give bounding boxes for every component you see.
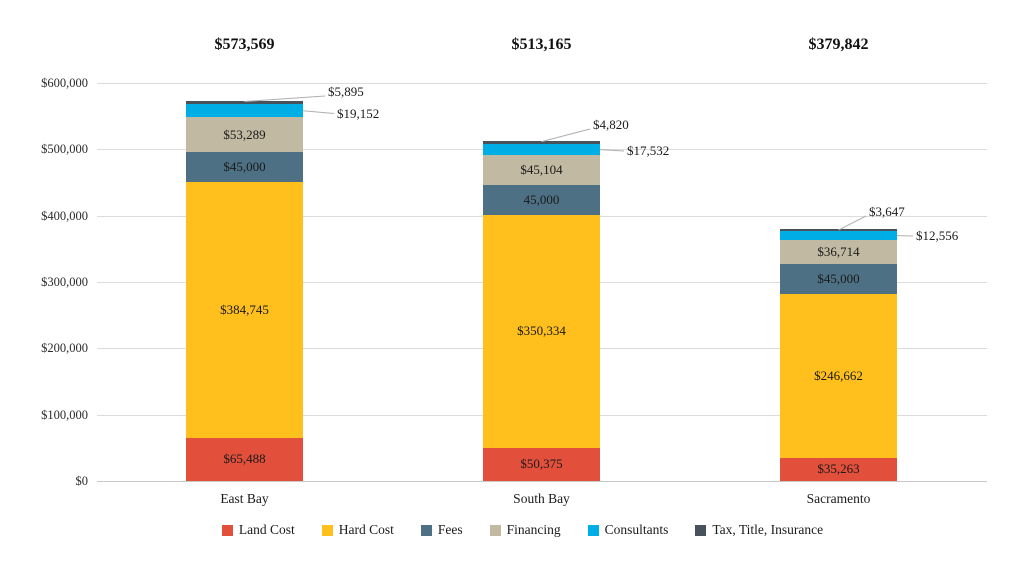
callout-value-label: $5,895 bbox=[328, 84, 364, 99]
legend-item: Hard Cost bbox=[321, 522, 394, 538]
y-axis-tick-label: $200,000 bbox=[41, 341, 88, 356]
bar-segment bbox=[483, 143, 600, 156]
y-axis-tick-label: $100,000 bbox=[41, 407, 88, 422]
segment-value-label: $246,662 bbox=[814, 367, 863, 383]
legend-item: Financing bbox=[489, 522, 561, 538]
segment-value-label: $36,714 bbox=[817, 243, 860, 259]
bar-segment: $35,263 bbox=[780, 457, 897, 481]
legend-label: Hard Cost bbox=[338, 522, 394, 537]
legend-swatch-icon bbox=[587, 524, 599, 536]
bar-segment bbox=[186, 100, 303, 105]
category-label: Sacramento bbox=[806, 491, 871, 506]
segment-value-label: $53,289 bbox=[223, 126, 266, 142]
legend-swatch-icon bbox=[695, 524, 707, 536]
bar-total-label: $379,842 bbox=[808, 36, 869, 53]
legend-swatch-icon bbox=[221, 524, 233, 536]
bar-segment: $36,714 bbox=[780, 239, 897, 265]
legend-item: Land Cost bbox=[221, 522, 295, 538]
bar-segment: $45,000 bbox=[780, 264, 897, 294]
y-axis-tick-label: $500,000 bbox=[41, 142, 88, 157]
legend-item: Fees bbox=[420, 522, 463, 538]
bar-segment: $53,289 bbox=[186, 117, 303, 153]
segment-value-label: $50,375 bbox=[520, 456, 563, 472]
callout-value-label: $17,532 bbox=[627, 143, 670, 158]
segment-value-label: $384,745 bbox=[220, 301, 269, 317]
bar-total-label: $513,165 bbox=[511, 36, 572, 53]
segment-value-label: $45,000 bbox=[817, 271, 860, 287]
legend-item: Tax, Title, Insurance bbox=[695, 522, 823, 538]
bar-segment: $45,000 bbox=[186, 152, 303, 183]
leader-line bbox=[838, 215, 867, 231]
bar-segment bbox=[780, 229, 897, 232]
legend-swatch-icon bbox=[489, 524, 501, 536]
category-label: East Bay bbox=[220, 491, 269, 506]
bar-segment: $45,104 bbox=[483, 155, 600, 186]
category-label: South Bay bbox=[513, 491, 570, 506]
legend-swatch-icon bbox=[321, 524, 333, 536]
bar-segment: $50,375 bbox=[483, 447, 600, 481]
leader-line bbox=[302, 110, 335, 114]
callout-value-label: $12,556 bbox=[916, 228, 959, 243]
callout-value-label: $19,152 bbox=[337, 105, 380, 121]
segment-value-label: 45,000 bbox=[523, 192, 560, 208]
y-axis-tick-label: $600,000 bbox=[41, 76, 88, 90]
legend-swatch-icon bbox=[420, 524, 432, 536]
legend-item: Consultants bbox=[587, 522, 669, 538]
bar-segment bbox=[186, 104, 303, 118]
gridline bbox=[97, 481, 987, 482]
bar-segment: $246,662 bbox=[780, 293, 897, 458]
legend: Land Cost Hard Cost Fees Financing Consultan… bbox=[0, 522, 1013, 538]
segment-value-label: $45,104 bbox=[520, 162, 563, 178]
segment-value-label: $65,488 bbox=[223, 451, 266, 467]
bar-segment bbox=[780, 231, 897, 240]
bar-segment: 45,000 bbox=[483, 185, 600, 216]
bar-segment: $350,334 bbox=[483, 215, 600, 448]
callout-value-label: $3,647 bbox=[869, 204, 905, 219]
segment-value-label: $45,000 bbox=[223, 159, 266, 175]
y-axis-tick-label: $0 bbox=[75, 474, 89, 488]
segment-value-label: $350,334 bbox=[517, 323, 566, 339]
legend-label: Land Cost bbox=[238, 522, 295, 537]
legend-label: Consultants bbox=[604, 522, 669, 537]
bar-segment: $65,488 bbox=[186, 437, 303, 481]
gridline bbox=[97, 83, 987, 84]
callout-value-label: $4,820 bbox=[593, 117, 629, 132]
bar-segment: $384,745 bbox=[186, 182, 303, 438]
y-axis-tick-label: $300,000 bbox=[41, 275, 88, 289]
bar-total-label: $573,569 bbox=[214, 36, 275, 53]
y-axis-tick-label: $400,000 bbox=[41, 208, 88, 223]
bar-segment bbox=[483, 140, 600, 144]
segment-value-label: $35,263 bbox=[817, 461, 860, 477]
legend-label: Fees bbox=[437, 522, 463, 537]
legend-label: Financing bbox=[506, 522, 561, 537]
legend-label: Tax, Title, Insurance bbox=[712, 522, 824, 537]
